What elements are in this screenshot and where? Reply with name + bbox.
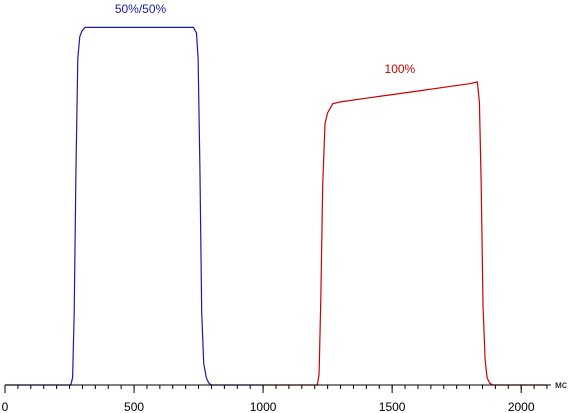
- x-tick-label: 2000: [508, 400, 535, 413]
- x-tick-label: 0: [2, 400, 9, 413]
- x-major-ticks: 0 500 1000 1500 2000: [2, 385, 535, 413]
- x-minor-ticks: [4, 385, 548, 389]
- series-annotation: 100%: [385, 62, 416, 76]
- series-annotations: 50%/50% 100%: [115, 2, 416, 76]
- series-line-50-50: [5, 26, 264, 386]
- x-tick-label: 1000: [250, 400, 277, 413]
- series-line-100: [263, 81, 547, 386]
- x-tick-label: 500: [124, 400, 144, 413]
- x-axis: 0 500 1000 1500 2000 мс: [2, 380, 567, 413]
- series-annotation: 50%/50%: [115, 2, 167, 16]
- x-tick-label: 1500: [379, 400, 406, 413]
- plot-area: [5, 26, 547, 386]
- x-unit-label: мс: [555, 380, 567, 391]
